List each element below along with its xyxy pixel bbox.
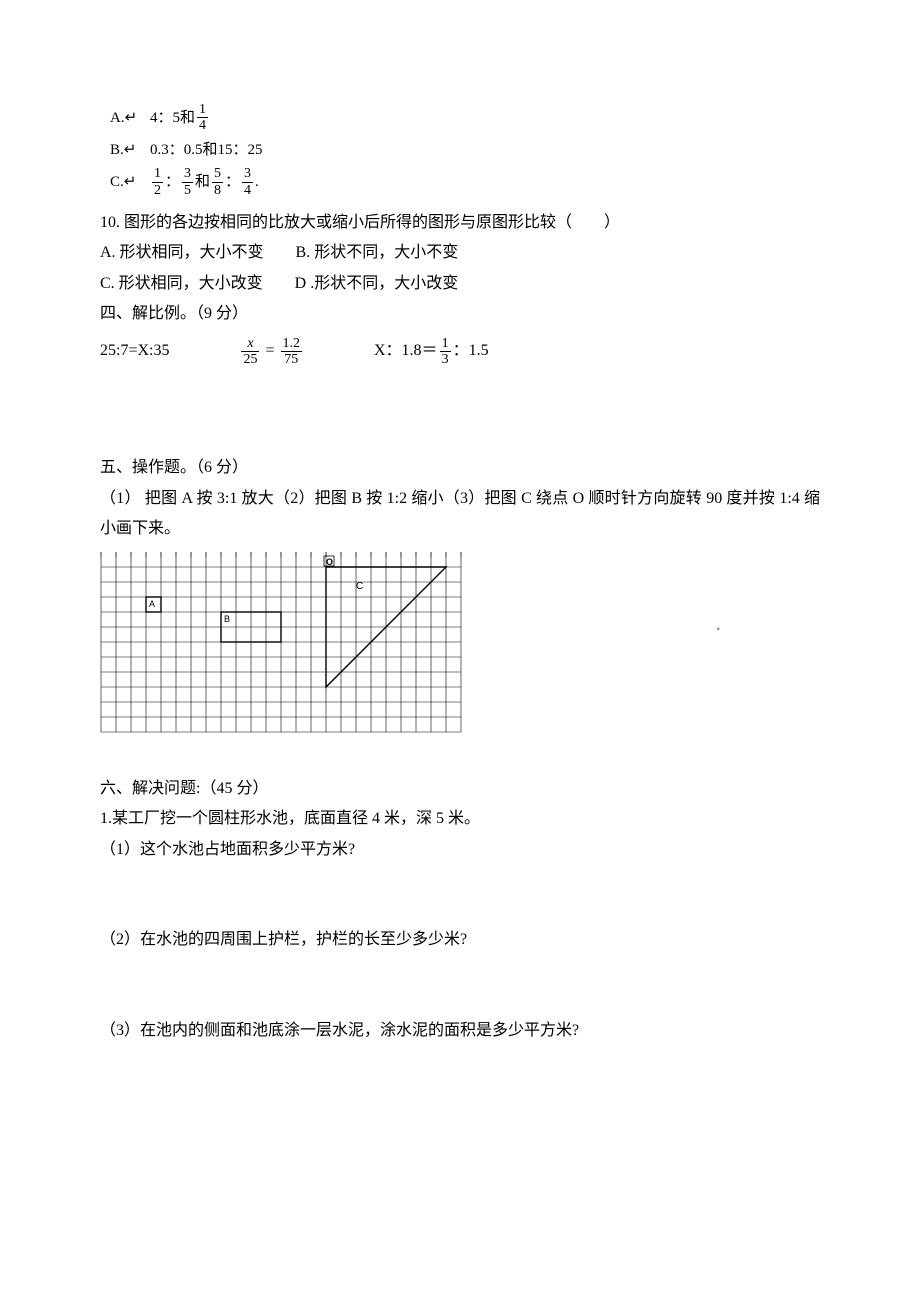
- svg-text:A: A: [149, 599, 155, 609]
- section4-title: 四、解比例。（9 分）: [100, 299, 820, 329]
- page-dot-marker: ▪: [716, 620, 720, 639]
- exam-page: A.↵ 4：5和 1 4 B.↵ 0.3：0.5和15：25 C.↵ 12 ： …: [0, 0, 920, 1302]
- option-b-label: B.↵: [110, 136, 150, 165]
- svg-text:C: C: [356, 581, 363, 592]
- option-c: C.↵ 12 ： 35 和 58 ： 34 .: [110, 166, 820, 198]
- grid-figure: A B C O: [100, 551, 820, 744]
- option-c-label: C.↵: [110, 168, 150, 197]
- svg-text:O: O: [326, 557, 333, 567]
- spacer-3: [100, 865, 820, 925]
- spacer-2: [100, 754, 820, 774]
- q6-1-1: （1）这个水池占地面积多少平方米?: [100, 835, 820, 865]
- option-c-f1: 12: [152, 166, 163, 198]
- q9-options: A.↵ 4：5和 1 4 B.↵ 0.3：0.5和15：25 C.↵ 12 ： …: [110, 102, 820, 198]
- q6-1: 1.某工厂挖一个圆柱形水池，底面直径 4 米，深 5 米。: [100, 804, 820, 834]
- option-a-label: A.↵: [110, 104, 150, 133]
- section6-title: 六、解决问题:（45 分）: [100, 774, 820, 804]
- option-a-frac: 1 4: [197, 102, 208, 134]
- option-b: B.↵ 0.3：0.5和15：25: [110, 136, 820, 165]
- option-a-text: 4：5和: [150, 104, 195, 133]
- q6-1-2: （2）在水池的四周围上护栏，护栏的长至少多少米?: [100, 925, 820, 955]
- section5-title: 五、操作题。（6 分）: [100, 453, 820, 483]
- section5-desc: （1） 把图 A 按 3:1 放大（2）把图 B 按 1:2 缩小（3）把图 C…: [100, 484, 820, 545]
- spacer-4: [100, 956, 820, 1016]
- option-c-f4: 34: [242, 166, 253, 198]
- spacer-1: [100, 373, 820, 453]
- eq3: X：1.8＝ 13 ：1.5: [374, 336, 489, 368]
- option-c-f2: 35: [182, 166, 193, 198]
- option-c-f3: 58: [212, 166, 223, 198]
- option-a: A.↵ 4：5和 1 4: [110, 102, 820, 134]
- section4-equations: 25:7=X:35 x25 = 1.275 X：1.8＝ 13 ：1.5: [100, 336, 820, 368]
- q6-1-3: （3）在池内的侧面和池底涂一层水泥，涂水泥的面积是多少平方米?: [100, 1016, 820, 1046]
- option-b-text: 0.3：0.5和15：25: [150, 136, 263, 165]
- eq1: 25:7=X:35: [100, 336, 169, 366]
- q10-row1: A. 形状相同，大小不变 B. 形状不同，大小不变: [100, 238, 820, 268]
- svg-text:B: B: [224, 614, 230, 624]
- q10-row2: C. 形状相同，大小改变 D .形状不同，大小改变: [100, 269, 820, 299]
- q10-stem: 10. 图形的各边按相同的比放大或缩小后所得的图形与原图形比较（ ）: [100, 208, 820, 238]
- grid-svg: A B C O: [100, 551, 462, 733]
- eq2: x25 = 1.275: [239, 336, 304, 368]
